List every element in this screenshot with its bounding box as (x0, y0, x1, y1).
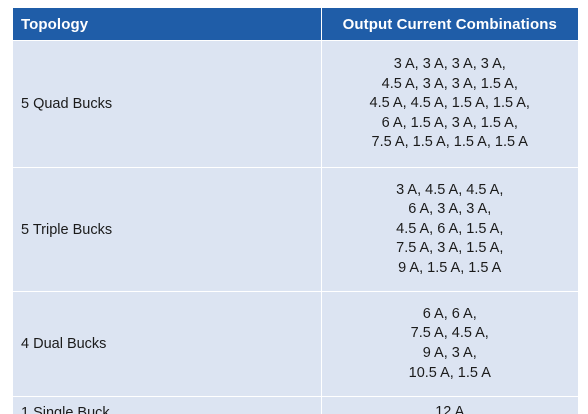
clipped-caption-strip (0, 0, 588, 6)
combinations-cell: 3 A, 3 A, 3 A, 3 A, 4.5 A, 3 A, 3 A, 1.5… (321, 40, 578, 168)
combination-line: 9 A, 3 A, (422, 345, 477, 361)
header-topology: Topology (13, 8, 322, 41)
combination-line: 6 A, 1.5 A, 3 A, 1.5 A, (381, 114, 518, 131)
header-output-current-combinations: Output Current Combinations (321, 8, 578, 41)
combination-line: 7.5 A, 4.5 A, (410, 325, 489, 342)
combination-line: 10.5 A, 1.5 A (408, 364, 491, 381)
combinations-cell: 12 A (321, 396, 578, 414)
topology-output-table: Topology Output Current Combinations 5 Q… (13, 8, 578, 414)
combinations-cell: 6 A, 6 A, 7.5 A, 4.5 A, 9 A, 3 A, 10.5 A… (321, 291, 578, 397)
topology-cell: 5 Quad Bucks (13, 40, 322, 168)
table-row: 5 Quad Bucks 3 A, 3 A, 3 A, 3 A, 4.5 A, … (13, 40, 578, 168)
combination-line: 4.5 A, 6 A, 1.5 A, (396, 220, 504, 237)
header-row: Topology Output Current Combinations (13, 8, 578, 41)
combination-line: 9 A, 1.5 A, 1.5 A (398, 259, 502, 276)
table-body: 5 Quad Bucks 3 A, 3 A, 3 A, 3 A, 4.5 A, … (13, 40, 578, 414)
combination-line: 6 A, 6 A, (422, 305, 477, 322)
topology-cell: 5 Triple Bucks (13, 167, 322, 292)
combination-line: 3 A, 4.5 A, 4.5 A, (396, 181, 504, 198)
combination-line: 4.5 A, 4.5 A, 1.5 A, 1.5 A, (369, 95, 530, 112)
topology-cell: 1 Single Buck (13, 396, 322, 414)
table-row: 5 Triple Bucks 3 A, 4.5 A, 4.5 A, 6 A, 3… (13, 167, 578, 292)
combination-line: 12 A (435, 403, 465, 414)
combinations-cell: 3 A, 4.5 A, 4.5 A, 6 A, 3 A, 3 A, 4.5 A,… (321, 167, 578, 292)
table-row: 1 Single Buck 12 A (13, 396, 578, 414)
table-header: Topology Output Current Combinations (13, 8, 578, 41)
table-row: 4 Dual Bucks 6 A, 6 A, 7.5 A, 4.5 A, 9 A… (13, 291, 578, 397)
combination-line: 6 A, 3 A, 3 A, (408, 201, 492, 218)
combination-line: 4.5 A, 3 A, 3 A, 1.5 A, (381, 75, 518, 92)
topology-cell: 4 Dual Bucks (13, 291, 322, 397)
combination-line: 7.5 A, 1.5 A, 1.5 A, 1.5 A (371, 134, 528, 151)
topology-table-container: Topology Output Current Combinations 5 Q… (13, 8, 578, 414)
combination-line: 7.5 A, 3 A, 1.5 A, (396, 240, 504, 257)
combination-line: 3 A, 3 A, 3 A, 3 A, (393, 56, 506, 73)
